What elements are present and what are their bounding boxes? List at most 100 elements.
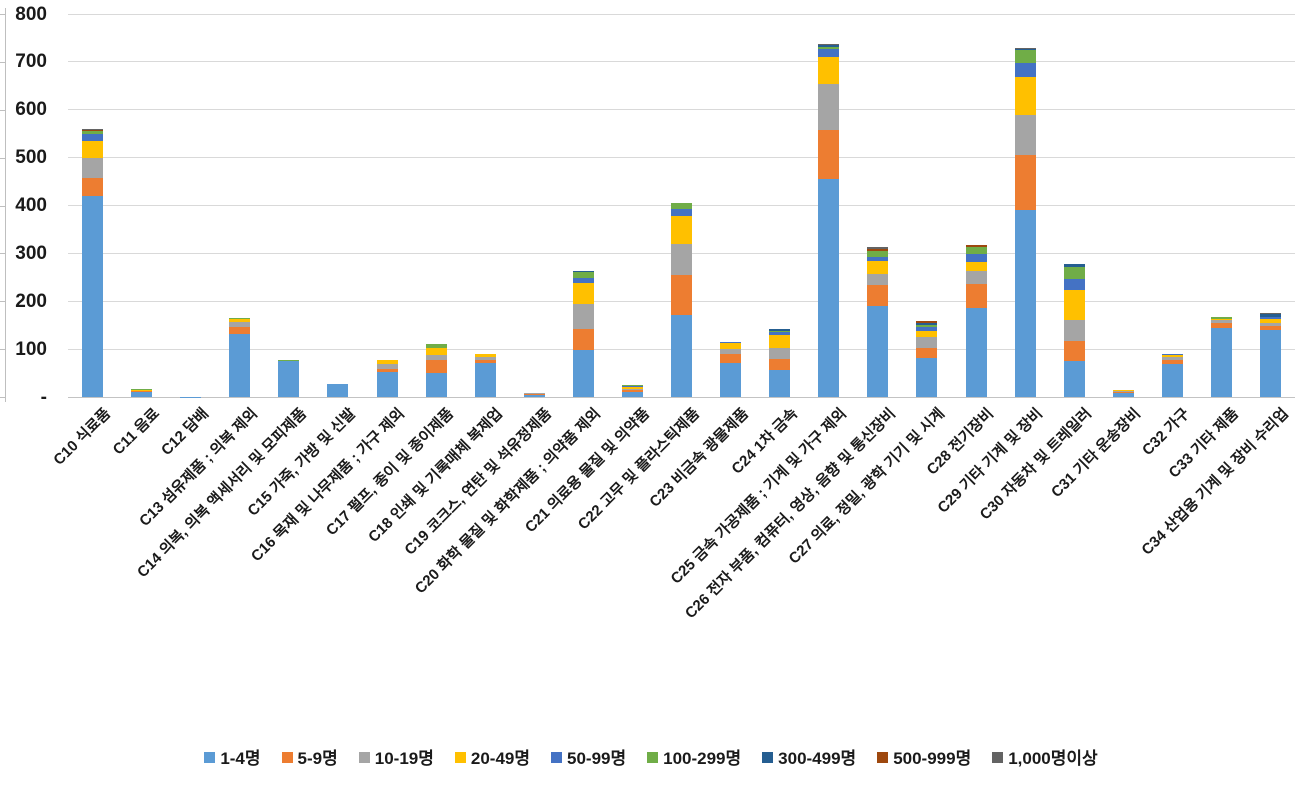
legend-item-10-19명[interactable]: 10-19명 bbox=[358, 744, 434, 769]
bar-segment-500-999명[interactable] bbox=[965, 245, 987, 248]
legend-item-100-299명[interactable]: 100-299명 bbox=[647, 744, 741, 769]
bar-segment-5-9명[interactable] bbox=[82, 177, 103, 196]
bar-segment-50-99명[interactable] bbox=[572, 277, 594, 284]
bar-segment-20-49명[interactable] bbox=[916, 331, 938, 338]
bar-segment-20-49명[interactable] bbox=[671, 215, 692, 244]
bar-segment-100-299명[interactable] bbox=[229, 318, 251, 319]
bar-segment-5-9명[interactable] bbox=[1112, 391, 1134, 393]
bar-segment-500-999명[interactable] bbox=[867, 248, 889, 251]
bar-segment-5-9명[interactable] bbox=[769, 358, 791, 371]
bar-segment-20-49명[interactable] bbox=[131, 389, 153, 391]
bar-segment-1-4명[interactable] bbox=[720, 362, 742, 397]
bar-segment-10-19명[interactable] bbox=[474, 356, 496, 360]
bar-segment-5-9명[interactable] bbox=[523, 394, 545, 395]
bar-segment-100-299명[interactable] bbox=[965, 247, 987, 254]
bar-segment-5-9명[interactable] bbox=[425, 360, 447, 373]
bar-segment-50-99명[interactable] bbox=[671, 208, 692, 216]
bar-segment-1-4명[interactable] bbox=[1112, 392, 1134, 397]
bar-segment-100-299명[interactable] bbox=[425, 343, 447, 349]
bar-segment-10-19명[interactable] bbox=[1112, 391, 1134, 392]
bar-segment-10-19명[interactable] bbox=[769, 347, 791, 359]
bar-segment-300-499명[interactable] bbox=[916, 322, 938, 325]
bar-segment-100-299명[interactable] bbox=[1210, 316, 1232, 319]
bar-segment-1-4명[interactable] bbox=[229, 333, 251, 397]
bar-segment-20-49명[interactable] bbox=[229, 318, 251, 322]
bar-segment-1-4명[interactable] bbox=[82, 195, 103, 397]
bar-segment-10-19명[interactable] bbox=[425, 355, 447, 361]
bar-segment-20-49명[interactable] bbox=[818, 56, 840, 85]
bar-segment-20-49명[interactable] bbox=[621, 387, 643, 389]
bar-segment-50-99명[interactable] bbox=[1161, 353, 1183, 355]
bar-segment-5-9명[interactable] bbox=[965, 284, 987, 308]
bar-segment-300-499명[interactable] bbox=[1014, 49, 1036, 51]
bar-segment-20-49명[interactable] bbox=[1063, 290, 1085, 321]
bar-segment-100-299명[interactable] bbox=[1063, 267, 1085, 279]
bar-segment-300-499명[interactable] bbox=[818, 45, 840, 47]
bar-segment-50-99명[interactable] bbox=[867, 257, 889, 261]
legend-item-1-4명[interactable]: 1-4명 bbox=[204, 744, 261, 769]
bar-segment-1-4명[interactable] bbox=[376, 372, 398, 397]
bar-segment-50-99명[interactable] bbox=[1014, 62, 1036, 78]
bar-segment-20-49명[interactable] bbox=[965, 262, 987, 271]
legend-item-500-999명[interactable]: 500-999명 bbox=[877, 744, 971, 769]
bar-segment-50-99명[interactable] bbox=[720, 341, 742, 344]
bar-segment-10-19명[interactable] bbox=[572, 304, 594, 329]
bar-segment-20-49명[interactable] bbox=[1161, 354, 1183, 357]
bar-segment-50-99명[interactable] bbox=[1260, 317, 1281, 319]
bar-segment-20-49명[interactable] bbox=[1014, 77, 1036, 115]
bar-segment-100-299명[interactable] bbox=[671, 203, 692, 209]
bar-segment-1-4명[interactable] bbox=[1210, 328, 1232, 397]
bar-segment-10-19명[interactable] bbox=[1063, 320, 1085, 341]
bar-segment-100-299명[interactable] bbox=[278, 359, 300, 361]
bar-segment-5-9명[interactable] bbox=[818, 129, 840, 180]
bar-segment-100-299명[interactable] bbox=[867, 250, 889, 258]
bar-segment-1-4명[interactable] bbox=[278, 360, 300, 397]
bar-segment-50-99명[interactable] bbox=[965, 253, 987, 262]
bar-segment-1,000명이상[interactable] bbox=[1014, 47, 1036, 49]
bar-segment-5-9명[interactable] bbox=[376, 368, 398, 373]
bar-segment-10-19명[interactable] bbox=[671, 243, 692, 275]
bar-segment-300-499명[interactable] bbox=[572, 270, 594, 272]
bar-segment-1-4명[interactable] bbox=[1014, 209, 1036, 397]
bar-segment-20-49명[interactable] bbox=[1112, 390, 1134, 392]
bar-segment-10-19명[interactable] bbox=[523, 393, 545, 395]
bar-segment-1-4명[interactable] bbox=[327, 384, 349, 397]
legend-item-50-99명[interactable]: 50-99명 bbox=[551, 744, 626, 769]
bar-segment-50-99명[interactable] bbox=[916, 327, 938, 331]
bar-segment-100-299명[interactable] bbox=[916, 324, 938, 328]
bar-segment-1-4명[interactable] bbox=[1161, 364, 1183, 397]
bar-segment-5-9명[interactable] bbox=[1063, 341, 1085, 362]
bar-segment-10-19명[interactable] bbox=[1260, 322, 1281, 326]
bar-segment-20-49명[interactable] bbox=[82, 140, 103, 158]
bar-segment-20-49명[interactable] bbox=[474, 353, 496, 357]
bar-segment-5-9명[interactable] bbox=[1210, 323, 1232, 329]
bar-segment-20-49명[interactable] bbox=[1210, 318, 1232, 321]
bar-segment-1-4명[interactable] bbox=[916, 358, 938, 397]
bar-segment-10-19명[interactable] bbox=[621, 388, 643, 391]
legend-item-300-499명[interactable]: 300-499명 bbox=[762, 744, 856, 769]
bar-segment-50-99명[interactable] bbox=[818, 49, 840, 57]
bar-segment-1-4명[interactable] bbox=[572, 350, 594, 397]
bar-segment-50-99명[interactable] bbox=[769, 332, 791, 336]
bar-segment-1,000명이상[interactable] bbox=[82, 128, 103, 130]
bar-segment-20-49명[interactable] bbox=[425, 348, 447, 356]
bar-segment-50-99명[interactable] bbox=[621, 385, 643, 387]
bar-segment-50-99명[interactable] bbox=[82, 133, 103, 141]
bar-segment-20-49명[interactable] bbox=[720, 343, 742, 350]
bar-segment-1-4명[interactable] bbox=[818, 179, 840, 397]
bar-segment-1-4명[interactable] bbox=[621, 391, 643, 397]
bar-segment-1-4명[interactable] bbox=[425, 372, 447, 397]
legend-item-5-9명[interactable]: 5-9명 bbox=[281, 744, 338, 769]
bar-segment-20-49명[interactable] bbox=[376, 360, 398, 364]
bar-segment-1-4명[interactable] bbox=[474, 362, 496, 397]
bar-segment-10-19명[interactable] bbox=[867, 274, 889, 285]
bar-segment-5-9명[interactable] bbox=[916, 348, 938, 359]
bar-segment-10-19명[interactable] bbox=[1161, 356, 1183, 361]
bar-segment-10-19명[interactable] bbox=[818, 84, 840, 130]
bar-segment-5-9명[interactable] bbox=[621, 390, 643, 392]
bar-segment-10-19명[interactable] bbox=[916, 337, 938, 349]
bar-segment-5-9명[interactable] bbox=[867, 284, 889, 306]
bar-segment-1,000명이상[interactable] bbox=[867, 247, 889, 249]
bar-segment-10-19명[interactable] bbox=[965, 270, 987, 284]
bar-segment-100-299명[interactable] bbox=[621, 384, 643, 386]
